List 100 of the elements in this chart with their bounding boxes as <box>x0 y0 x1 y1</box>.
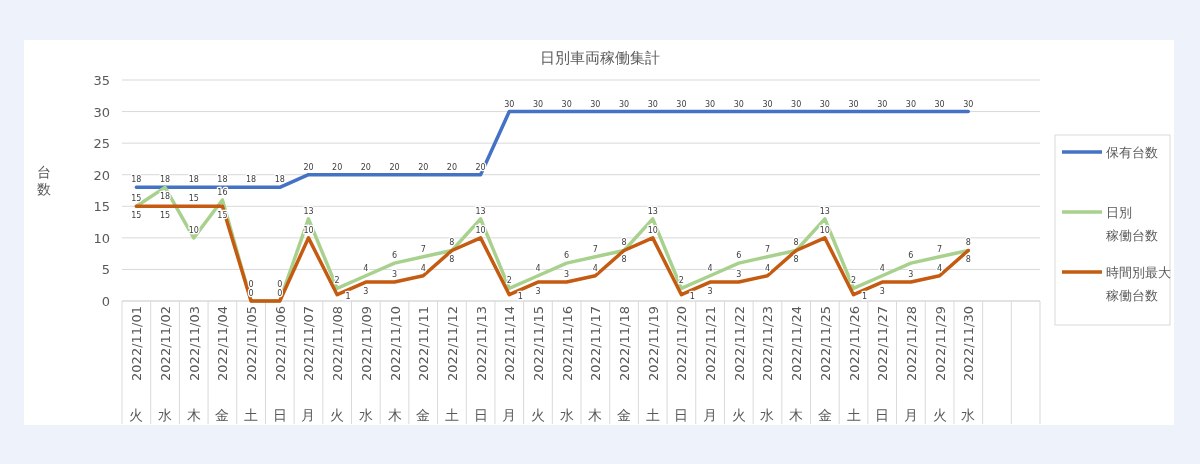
data-label: 15 <box>131 211 142 221</box>
y-tick-label: 20 <box>93 167 110 183</box>
data-label: 18 <box>131 175 142 185</box>
data-label: 3 <box>707 287 713 297</box>
data-label: 1 <box>689 291 695 301</box>
data-label: 30 <box>532 99 544 109</box>
data-label: 30 <box>877 99 888 109</box>
data-label: 4 <box>707 263 713 273</box>
legend-label: 保有台数 <box>1106 145 1158 160</box>
data-label: 4 <box>937 263 943 273</box>
data-label: 8 <box>621 238 627 248</box>
data-label: 8 <box>965 238 971 248</box>
y-tick-label: 5 <box>101 262 110 278</box>
category-label: 2022/11/14 月 <box>502 306 518 423</box>
data-label: 10 <box>188 225 199 235</box>
category-label: 2022/11/16 水 <box>559 306 575 423</box>
data-label: 18 <box>274 175 285 185</box>
y-axis-title: 台数 <box>37 163 51 197</box>
data-label: 10 <box>303 225 314 235</box>
data-label: 30 <box>905 99 916 109</box>
y-tick-label: 35 <box>93 73 110 88</box>
data-label: 8 <box>793 238 799 248</box>
data-label: 0 <box>277 289 283 298</box>
category-label: 2022/11/09 水 <box>358 306 374 423</box>
data-label: 30 <box>647 99 658 109</box>
y-tick-label: 30 <box>93 104 110 120</box>
category-label: 2022/11/22 火 <box>731 306 747 423</box>
data-label: 13 <box>475 206 486 216</box>
y-tick-label: 15 <box>93 199 110 215</box>
category-label: 2022/11/25 金 <box>817 306 833 423</box>
category-label: 2022/11/11 金 <box>416 306 432 423</box>
data-label: 1 <box>861 291 868 301</box>
data-label: 10 <box>475 225 486 235</box>
data-label: 3 <box>535 287 541 297</box>
data-label: 4 <box>764 263 771 273</box>
category-label: 2022/11/28 月 <box>903 306 919 423</box>
data-label: 18 <box>246 175 257 185</box>
data-label: 2 <box>678 276 684 286</box>
data-label: 20 <box>389 162 400 172</box>
data-label: 16 <box>217 187 228 197</box>
data-label: 8 <box>965 255 971 265</box>
data-label: 30 <box>590 99 601 109</box>
data-label: 7 <box>420 244 426 254</box>
data-label: 4 <box>879 263 885 273</box>
data-label: 30 <box>963 99 974 109</box>
data-label: 6 <box>564 251 570 261</box>
category-label: 2022/11/06 日 <box>272 306 288 423</box>
data-label: 13 <box>647 206 658 216</box>
data-label: 30 <box>705 99 716 109</box>
category-label: 2022/11/30 水 <box>961 306 977 423</box>
data-label: 1 <box>345 291 351 301</box>
data-label: 20 <box>360 162 371 172</box>
category-label: 2022/11/07 月 <box>301 306 317 423</box>
y-tick-label: 0 <box>101 294 110 309</box>
data-label: 30 <box>848 99 859 109</box>
data-label: 3 <box>908 270 914 280</box>
data-label: 1 <box>517 291 523 301</box>
data-label: 15 <box>188 194 199 204</box>
data-label: 20 <box>303 162 314 172</box>
data-label: 30 <box>561 99 572 109</box>
data-label: 7 <box>764 244 771 254</box>
category-label: 2022/11/10 木 <box>387 306 403 423</box>
category-label: 2022/11/27 日 <box>875 306 891 423</box>
data-label: 2 <box>506 276 512 286</box>
legend-label: 時間別最大稼働台数 <box>1106 265 1171 303</box>
data-label: 30 <box>791 99 802 109</box>
data-label: 6 <box>736 251 742 261</box>
data-label: 3 <box>736 270 742 280</box>
category-label: 2022/11/15 火 <box>530 306 546 423</box>
data-label: 7 <box>937 244 943 254</box>
data-label: 30 <box>618 99 630 109</box>
category-label: 2022/11/20 日 <box>674 306 690 423</box>
data-label: 0 <box>248 289 254 298</box>
category-label: 2022/11/21 月 <box>703 306 719 423</box>
legend-label: 日別稼働台数 <box>1106 205 1158 243</box>
category-label: 2022/11/05 土 <box>244 306 260 423</box>
data-label: 4 <box>363 263 369 273</box>
data-label: 18 <box>159 175 171 185</box>
data-label: 4 <box>535 263 541 273</box>
data-label: 6 <box>908 251 914 261</box>
y-tick-label: 25 <box>93 136 110 152</box>
data-label: 0 <box>277 280 283 289</box>
data-label: 18 <box>188 175 199 185</box>
category-label: 2022/11/17 木 <box>588 306 604 423</box>
data-label: 3 <box>363 287 369 297</box>
data-label: 8 <box>449 238 455 248</box>
data-label: 13 <box>819 206 830 216</box>
category-label: 2022/11/13 日 <box>473 306 489 423</box>
data-label: 30 <box>733 99 744 109</box>
data-label: 2 <box>850 276 857 286</box>
data-label: 30 <box>504 99 515 109</box>
data-label: 30 <box>819 99 830 109</box>
category-label: 2022/11/08 火 <box>330 306 346 423</box>
data-label: 18 <box>217 175 228 185</box>
data-label: 30 <box>934 99 945 109</box>
data-label: 7 <box>592 244 598 254</box>
category-label: 2022/11/18 金 <box>617 306 633 423</box>
data-label: 30 <box>762 99 773 109</box>
data-label: 6 <box>391 251 398 261</box>
category-label: 2022/11/01 火 <box>129 306 145 423</box>
